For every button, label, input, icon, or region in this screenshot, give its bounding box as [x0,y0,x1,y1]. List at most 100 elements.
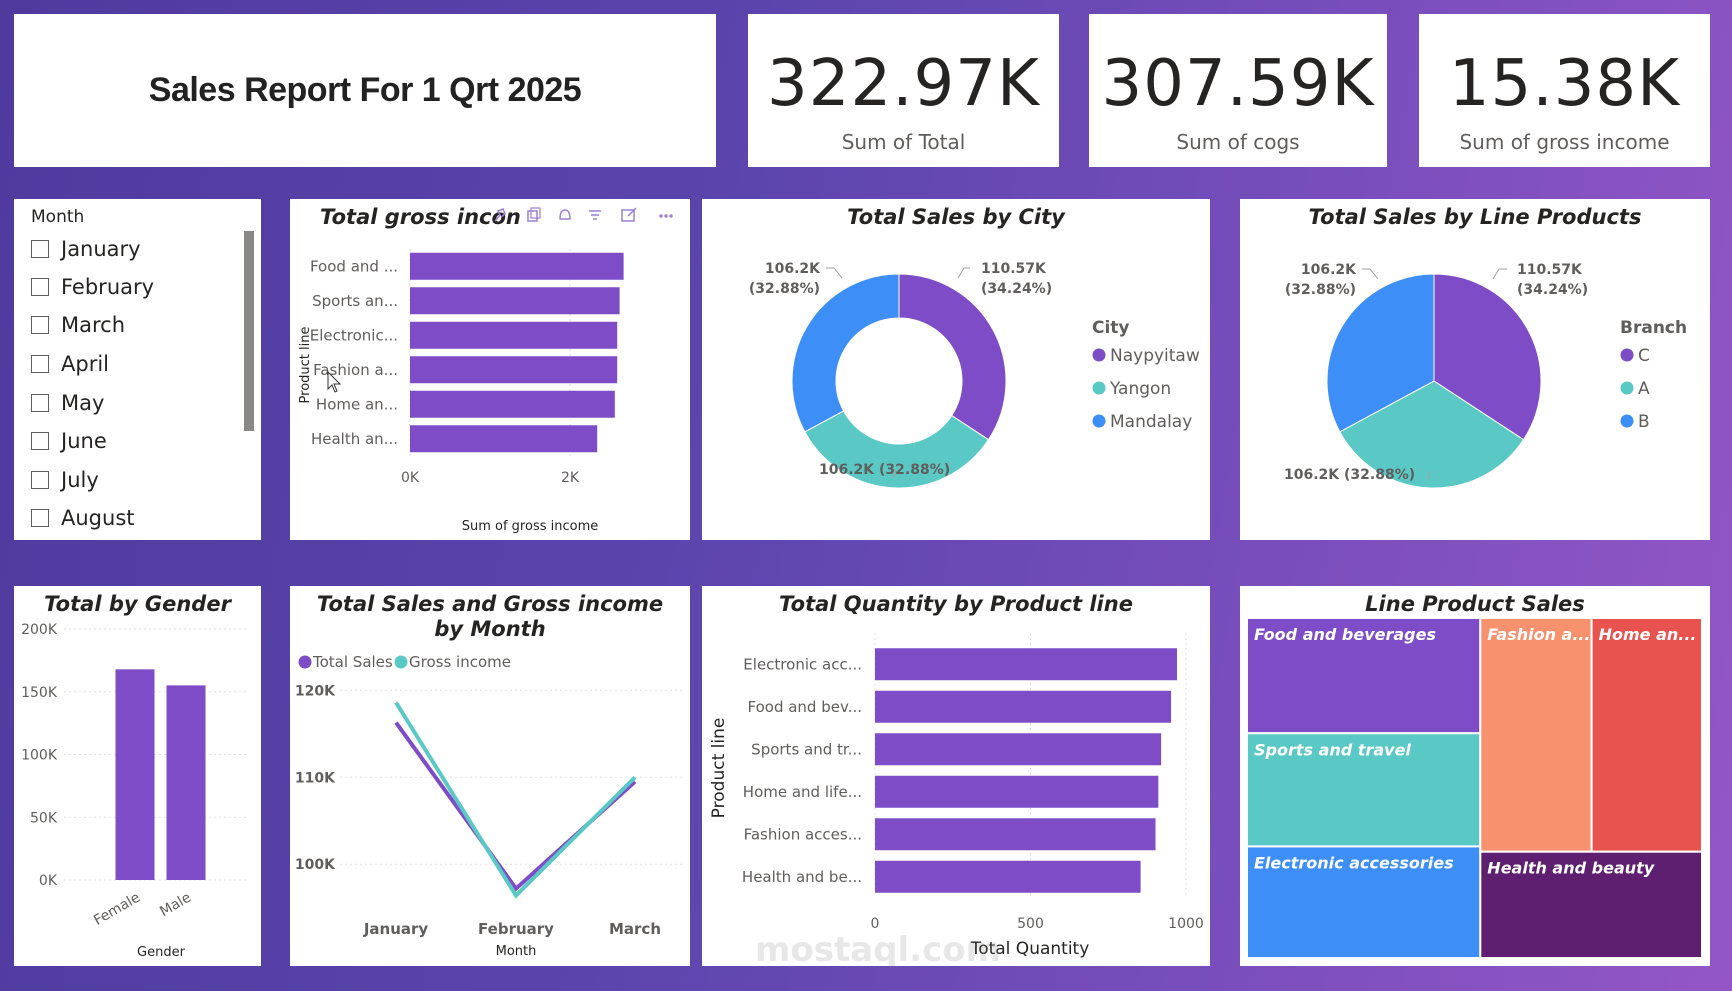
y-tick-label: Sports and tr... [751,740,862,758]
filter-icon[interactable] [589,210,601,220]
focus-mode-icon[interactable] [621,207,637,222]
y-tick-label: Electronic... [310,326,398,344]
bar [410,425,598,453]
legend-label: Naypyitaw [1110,346,1200,366]
chart-gross-income[interactable]: Total gross incon 0K 2K Food and ... Sports… [290,199,690,540]
slicer-item-label: May [61,391,105,415]
watermark: mostaql.com [755,930,1002,970]
chart-title: Total Sales and Gross income by Month [316,592,664,641]
slicer-item-label: January [61,237,141,261]
kpi-label: Sum of gross income [1459,130,1670,154]
product-treemap: Food and beverages Sports and travel Elect… [1246,617,1703,960]
slicer-item[interactable]: May [31,389,104,417]
slicer-item[interactable]: February [31,273,154,301]
copy-icon[interactable] [527,207,541,222]
chart-total-by-gender[interactable]: Total by Gender 0K 50K 100K 150K 200K Female M… [14,586,261,966]
y-tick-label: Health an... [311,430,398,448]
slicer-scrollbar[interactable] [244,231,254,431]
kpi-value: 307.59K [1101,47,1375,121]
bar [166,685,206,880]
slicer-item-label: March [61,313,126,337]
data-label: 106.2K (32.88%) [819,462,950,478]
bar [115,669,155,880]
chart-sales-by-branch[interactable]: Total Sales by Line Products 110.57K (34.… [1240,199,1710,540]
chart-quantity-by-product[interactable]: Total Quantity by Product line 0 500 1000 E… [702,586,1210,966]
slicer-item[interactable]: January [31,235,141,263]
kpi-card-total[interactable]: 322.97K Sum of Total [748,14,1059,167]
checkbox[interactable] [31,240,49,258]
treemap-label: Food and beverages [1254,625,1436,644]
x-tick-label: January [363,920,429,938]
data-label: (34.24%) [1517,282,1588,298]
kpi-label: Sum of cogs [1176,130,1300,154]
leader-line [1492,268,1507,280]
slicer-item[interactable]: June [31,427,107,455]
kpi-card-gross-income[interactable]: 15.38K Sum of gross income [1419,14,1710,167]
bar [875,860,1141,893]
bar [410,252,624,280]
checkbox[interactable] [31,355,49,373]
chart-sales-gross-by-month[interactable]: Total Sales and Gross income by Month To… [290,586,690,966]
data-label: 106.2K (32.88%) [1284,467,1415,483]
bar [410,287,620,315]
slicer-item-label: July [61,468,99,492]
x-tick-label: 500 [1017,916,1044,932]
treemap-label: Health and beauty [1487,859,1654,878]
pie-slice [1326,273,1435,433]
slicer-item[interactable]: July [31,466,99,494]
bell-icon[interactable] [559,209,571,220]
data-label: (32.88%) [1285,282,1356,298]
legend-marker [1092,381,1106,395]
bar [410,356,618,384]
slicer-header: Month [31,207,85,227]
bar [410,321,618,349]
data-label: (32.88%) [749,281,820,297]
slicer-item[interactable]: March [31,311,125,339]
gross-income-bar-chart: 0K 2K Food and ... Sports an... Electronic..… [298,249,624,534]
pin-icon[interactable] [494,208,506,222]
month-line-chart: Total Sales Gross income 100K 110K 120K Janua… [295,653,682,959]
legend-label: Gross income [409,653,511,671]
x-tick-label: 1000 [1168,916,1204,932]
slicer-item-label: April [61,352,109,376]
legend-marker [1092,414,1106,428]
x-axis-label: Sum of gross income [462,519,599,534]
slicer-item[interactable]: August [31,504,135,532]
kpi-card-cogs[interactable]: 307.59K Sum of cogs [1089,14,1387,167]
y-tick-label: Health and be... [742,868,862,886]
slicer-item-label: June [61,429,107,453]
month-slicer[interactable]: Month January February March April May J… [14,199,261,540]
x-tick-label: 0 [871,916,880,932]
report-title: Sales Report For 1 Qrt 2025 [148,71,582,109]
bar [875,775,1159,808]
slicer-item-label: February [61,275,155,299]
y-tick-label: 120K [295,683,336,699]
chart-line-product-sales[interactable]: Line Product Sales Food and beverages Spo… [1240,586,1710,966]
legend-marker [394,655,408,669]
chart-title: Total Sales by City [847,205,1065,229]
checkbox[interactable] [31,278,49,296]
data-label: 110.57K [981,261,1047,277]
legend-title: Branch [1620,318,1687,338]
checkbox[interactable] [31,471,49,489]
y-axis-label: Product line [709,718,729,819]
checkbox[interactable] [31,316,49,334]
x-axis-label: Month [496,944,537,959]
chart-sales-by-city[interactable]: Total Sales by City 110.57K (34.24%) 106.2… [702,199,1210,540]
checkbox[interactable] [31,432,49,450]
pie-slice [804,410,990,489]
kpi-value: 15.38K [1448,47,1681,121]
y-tick-label: Food and bev... [748,698,863,716]
more-options-icon[interactable] [659,214,673,218]
x-tick-label: 0K [401,470,420,486]
kpi-label: Sum of Total [841,130,966,154]
checkbox[interactable] [31,509,49,527]
y-tick-label: Home and life... [743,783,862,801]
legend-marker [298,655,312,669]
visual-header-icons[interactable] [493,205,683,227]
checkbox[interactable] [31,394,49,412]
slicer-item[interactable]: April [31,350,109,378]
legend-label: Total Sales [312,653,393,671]
bar [875,648,1177,681]
x-tick-label: Female [91,890,143,929]
